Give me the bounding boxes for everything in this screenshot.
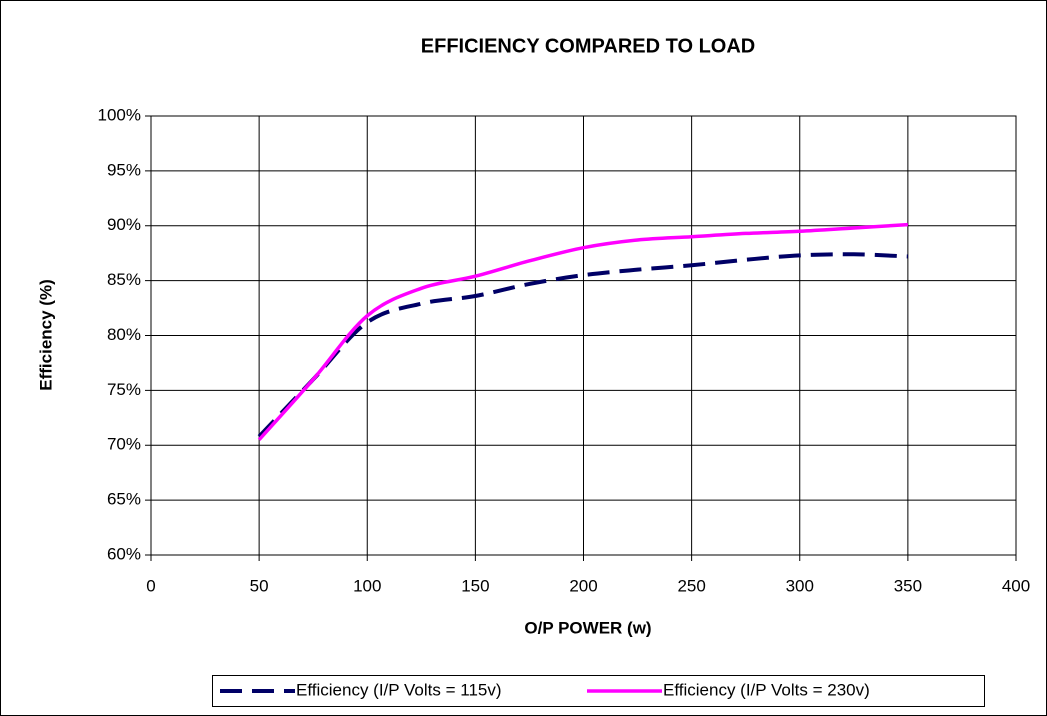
y-tick-label: 60% (107, 544, 141, 563)
y-tick-label: 65% (107, 490, 141, 509)
x-tick-label: 250 (677, 576, 705, 595)
x-tick-label: 100 (353, 576, 381, 595)
x-tick-label: 50 (250, 576, 269, 595)
y-tick-label: 85% (107, 270, 141, 289)
y-tick-label: 80% (107, 325, 141, 344)
x-tick-label: 200 (569, 576, 597, 595)
y-tick-label: 90% (107, 215, 141, 234)
x-tick-label: 400 (1002, 576, 1030, 595)
x-tick-label: 150 (461, 576, 489, 595)
legend-label: Efficiency (I/P Volts = 230v) (663, 680, 870, 699)
legend-label: Efficiency (I/P Volts = 115v) (296, 680, 502, 699)
x-tick-label: 0 (146, 576, 155, 595)
y-tick-label: 95% (107, 160, 141, 179)
y-axis-title: Efficiency (%) (36, 279, 55, 390)
y-tick-label: 70% (107, 435, 141, 454)
y-tick-label: 100% (98, 105, 141, 124)
series-line (257, 252, 908, 438)
series-line (257, 222, 908, 441)
x-tick-label: 300 (786, 576, 814, 595)
y-tick-label: 75% (107, 380, 141, 399)
x-axis-title: O/P POWER (w) (524, 618, 651, 637)
x-tick-label: 350 (894, 576, 922, 595)
chart-title: EFFICIENCY COMPARED TO LOAD (421, 35, 755, 57)
